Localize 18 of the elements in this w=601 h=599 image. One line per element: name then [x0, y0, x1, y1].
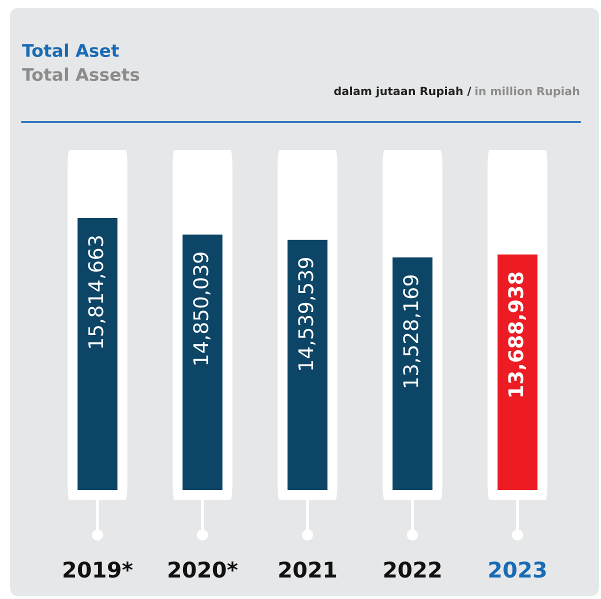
x-tick-label: 2022: [384, 561, 441, 578]
data-label: 14,850,039: [193, 252, 210, 364]
bar: [392, 257, 432, 490]
x-tick-label: 2023: [489, 561, 546, 578]
x-tick-label: 2020*: [168, 561, 238, 578]
bar: [498, 254, 538, 490]
x-tick-label: 2019*: [64, 561, 133, 578]
bar: [182, 234, 222, 490]
bar: [288, 240, 328, 490]
text: dalam jutaan Rupiah /: [334, 86, 472, 98]
data-label: 13,528,169: [403, 275, 420, 388]
text: in million Rupiah: [475, 86, 580, 98]
data-label: 15,814,663: [88, 236, 106, 348]
data-label: 13,688,938: [508, 272, 526, 396]
data-label: 14,539,539: [298, 258, 316, 370]
chart-subtitle: Total Assets: [22, 68, 140, 82]
chart-title: Total Aset: [22, 44, 119, 58]
x-tick-label: 2021: [279, 561, 336, 578]
